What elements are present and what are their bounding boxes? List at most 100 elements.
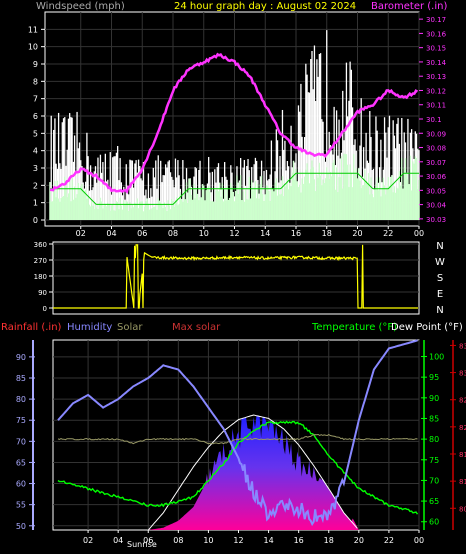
max-solar-curve [147, 414, 358, 531]
humidity-tick-label: 80 [16, 395, 26, 404]
top-x-tick-label: 16 [291, 229, 301, 238]
bottom-x-tick-label: 12 [233, 536, 243, 545]
top-x-tick-label: 08 [168, 229, 178, 238]
humidity-tick-label: 60 [16, 480, 26, 489]
bottom-x-tick-label: 08 [173, 536, 183, 545]
humidity-tick-label: 50 [16, 522, 26, 531]
humidity-y-ticks: 50 55 60 65 70 75 80 85 90 [16, 340, 35, 531]
bottom-x-tick-label: 22 [384, 536, 394, 545]
humidity-line [57, 339, 418, 527]
wind-y-ticks: 0 1 2 3 4 5 6 7 8 9 10 11 [28, 25, 45, 225]
dewpoint-line [57, 420, 419, 515]
wind-tick-label: 11 [28, 25, 38, 34]
wind-tick-label: 0 [33, 216, 38, 225]
temperature-tick-label: 85 [429, 414, 439, 423]
wind-avg-series [49, 153, 420, 220]
compass-label: S [437, 273, 443, 284]
direction-tick-label: 90 [38, 289, 47, 297]
baro-y-ticks: 30.0330.0430.0530.0630.0730.0830.0930.13… [419, 16, 447, 224]
humidity-tick-label: 75 [16, 416, 26, 425]
baro-tick-label: 30.12 [426, 87, 446, 95]
humidity-tick-label: 70 [16, 437, 26, 446]
bottom-x-tick-label: 02 [83, 536, 93, 545]
baro-tick-label: 30.17 [426, 16, 446, 24]
bottom-x-tick-label: 14 [263, 536, 273, 545]
pink-tick-label: 83 [459, 370, 466, 378]
baro-tick-label: 30.05 [426, 187, 446, 195]
dewpoint-axis-title: Dew Point (°F) [391, 322, 463, 333]
compass-label: E [437, 289, 443, 300]
top-x-tick-label: 20 [352, 229, 362, 238]
humidity-tick-label: 55 [16, 501, 26, 510]
bottom-x-ticks: 02 04 06 08 10 12 14 16 18 20 22 00 [83, 530, 424, 545]
bottom-x-tick-label: 06 [143, 536, 153, 545]
sunrise-label: Sunrise [127, 540, 157, 549]
wind-tick-label: 8 [33, 77, 38, 86]
pink-tick-label: 83.5 [459, 342, 466, 350]
humidity-axis-title: Humidity [67, 322, 112, 333]
bottom-x-tick-label: 10 [203, 536, 213, 545]
wind-tick-label: 10 [28, 43, 38, 52]
temperature-tick-label: 70 [429, 476, 439, 485]
compass-label: N [436, 241, 443, 252]
top-x-tick-label: 10 [199, 229, 209, 238]
baro-tick-label: 30.04 [426, 202, 447, 210]
baro-tick-label: 30.06 [426, 173, 447, 181]
top-x-ticks: 02 04 06 08 10 12 14 16 18 20 22 00 [76, 226, 424, 238]
wind-avg-line [50, 172, 419, 205]
compass-label: N [436, 305, 443, 316]
direction-tick-label: 180 [34, 273, 47, 281]
wind-tick-label: 6 [33, 112, 38, 121]
bottom-x-tick-label: 20 [354, 536, 364, 545]
direction-tick-label: 0 [43, 305, 47, 313]
humidity-tick-label: 85 [16, 374, 26, 383]
top-x-tick-label: 02 [76, 229, 86, 238]
temperature-tick-label: 75 [429, 456, 439, 465]
baro-tick-label: 30.15 [426, 45, 446, 53]
baro-tick-label: 30.14 [426, 59, 447, 67]
pink-tick-label: 82.5 [459, 397, 466, 405]
wind-axis-title: Windspeed (mph) [36, 1, 125, 12]
temperature-tick-label: 80 [429, 435, 439, 444]
baro-tick-label: 30.11 [426, 102, 446, 110]
temperature-tick-label: 90 [429, 394, 439, 403]
wind-tick-label: 1 [33, 199, 38, 208]
wind-tick-label: 5 [33, 129, 38, 138]
temperature-axis-title: Temperature (°F) [311, 322, 397, 333]
top-x-tick-label: 18 [322, 229, 332, 238]
barometer-line [49, 52, 419, 194]
compass-label: W [435, 257, 445, 268]
direction-y-ticks: 360 270 180 90 0 [34, 241, 53, 313]
pink-y-ticks: 80.5 81 81.5 82 82.5 83 83.5 [450, 340, 466, 530]
direction-plot-frame [52, 241, 420, 315]
humidity-tick-label: 90 [16, 353, 26, 362]
top-x-tick-label: 00 [414, 229, 424, 238]
direction-line [53, 244, 419, 309]
temperature-tick-label: 60 [429, 518, 439, 527]
baro-tick-label: 30.07 [426, 159, 446, 167]
top-x-tick-label: 14 [260, 229, 270, 238]
rain-axis-title: Rainfall (.in) [1, 322, 62, 333]
pink-tick-label: 81 [459, 478, 466, 486]
temperature-y-ticks: 60 65 70 75 80 85 90 95 100 [421, 340, 444, 530]
temperature-tick-label: 65 [429, 497, 439, 506]
top-x-tick-label: 22 [383, 229, 393, 238]
baro-tick-label: 30.1 [426, 116, 442, 124]
bottom-x-tick-label: 00 [414, 536, 424, 545]
pink-tick-label: 80.5 [459, 505, 466, 513]
direction-tick-label: 360 [34, 241, 47, 249]
humidity-tick-label: 65 [16, 458, 26, 467]
temperature-tick-label: 95 [429, 373, 439, 382]
wind-tick-label: 4 [33, 147, 38, 156]
bottom-x-tick-label: 16 [294, 536, 304, 545]
pink-tick-label: 81.5 [459, 451, 466, 459]
max-solar-axis-title: Max solar [172, 322, 221, 333]
date-title: 24 hour graph day : August 02 2024 [174, 1, 356, 12]
wind-tick-label: 7 [33, 95, 38, 104]
solar-area [148, 415, 359, 530]
wind-tick-label: 2 [33, 181, 38, 190]
baro-tick-label: 30.16 [426, 30, 447, 38]
baro-tick-label: 30.08 [426, 145, 446, 153]
